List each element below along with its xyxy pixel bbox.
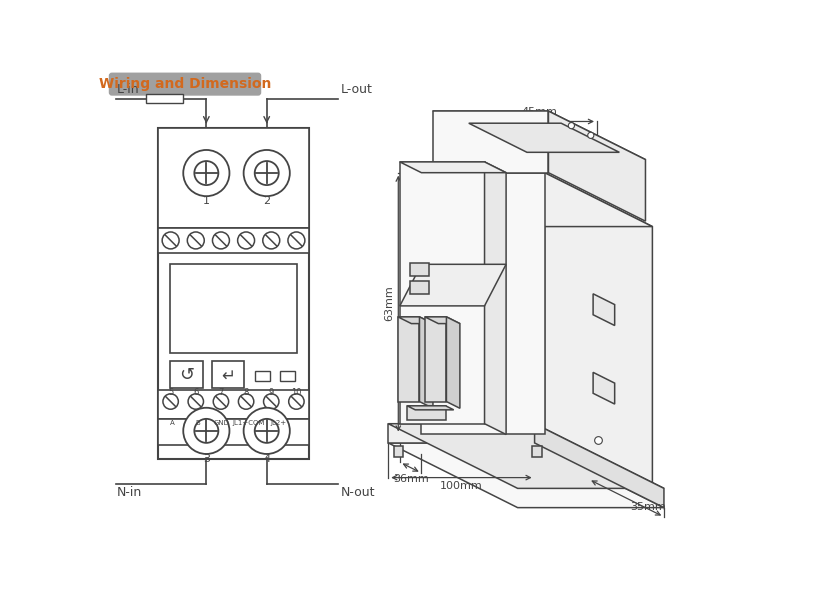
Polygon shape	[484, 162, 505, 435]
Text: A: A	[170, 420, 175, 426]
Bar	[279, 371, 295, 381]
Text: 100mm: 100mm	[440, 481, 482, 491]
Text: 7: 7	[218, 388, 224, 397]
Circle shape	[254, 419, 278, 443]
Text: 10: 10	[291, 388, 301, 397]
Circle shape	[587, 132, 593, 139]
Circle shape	[238, 394, 253, 409]
Text: ↵: ↵	[221, 366, 235, 384]
Circle shape	[163, 394, 178, 409]
Text: JL1+COM: JL1+COM	[232, 420, 264, 426]
Polygon shape	[424, 317, 446, 401]
Polygon shape	[388, 424, 663, 488]
Bar	[212, 361, 244, 388]
Circle shape	[213, 394, 229, 409]
Polygon shape	[424, 317, 460, 324]
Text: 3: 3	[203, 453, 209, 464]
Polygon shape	[388, 424, 534, 443]
Polygon shape	[388, 443, 663, 507]
Polygon shape	[421, 173, 544, 435]
Bar	[158, 128, 309, 459]
Text: ↺: ↺	[179, 366, 194, 384]
Circle shape	[212, 232, 229, 249]
Text: 36mm: 36mm	[392, 474, 428, 484]
Text: L-in: L-in	[117, 83, 139, 96]
Bar	[255, 371, 270, 381]
Circle shape	[288, 394, 304, 409]
Text: 45mm: 45mm	[521, 107, 556, 117]
Polygon shape	[397, 317, 419, 401]
Circle shape	[188, 394, 203, 409]
Bar	[158, 228, 309, 253]
Text: 1: 1	[203, 196, 209, 206]
Text: GND: GND	[214, 420, 229, 426]
Bar	[146, 94, 182, 104]
Circle shape	[183, 408, 229, 454]
Circle shape	[183, 150, 229, 196]
Polygon shape	[592, 372, 614, 404]
Polygon shape	[399, 264, 505, 306]
Circle shape	[187, 232, 204, 249]
Polygon shape	[544, 173, 652, 488]
Bar	[158, 128, 309, 228]
Polygon shape	[393, 446, 402, 457]
Text: 8: 8	[243, 388, 248, 397]
Circle shape	[162, 232, 179, 249]
Circle shape	[243, 408, 290, 454]
Polygon shape	[407, 406, 445, 420]
Polygon shape	[421, 173, 652, 227]
Bar	[171, 361, 203, 388]
Text: 2: 2	[262, 196, 270, 206]
Polygon shape	[432, 111, 548, 173]
Text: 63mm: 63mm	[384, 286, 394, 321]
Text: 9: 9	[268, 388, 273, 397]
Polygon shape	[410, 263, 429, 276]
Polygon shape	[399, 162, 505, 173]
Circle shape	[194, 161, 218, 185]
Polygon shape	[532, 446, 541, 457]
Bar	[158, 390, 309, 419]
Text: Wiring and Dimension: Wiring and Dimension	[99, 77, 271, 91]
Circle shape	[287, 232, 305, 249]
Circle shape	[194, 419, 218, 443]
Bar	[171, 264, 296, 353]
Polygon shape	[410, 281, 429, 294]
Circle shape	[243, 150, 290, 196]
Polygon shape	[399, 162, 484, 424]
Polygon shape	[407, 406, 453, 410]
Text: N-in: N-in	[117, 486, 142, 499]
FancyBboxPatch shape	[108, 73, 261, 96]
Polygon shape	[548, 111, 645, 221]
Circle shape	[263, 394, 278, 409]
Text: 6: 6	[193, 388, 198, 397]
Text: B: B	[195, 420, 200, 426]
Text: 35mm: 35mm	[629, 502, 665, 512]
Bar	[158, 419, 309, 445]
Polygon shape	[592, 294, 614, 326]
Text: 4: 4	[262, 453, 270, 464]
Polygon shape	[419, 317, 432, 408]
Circle shape	[594, 437, 602, 445]
Polygon shape	[468, 123, 619, 152]
Circle shape	[238, 232, 254, 249]
Text: 100A: 100A	[152, 95, 176, 105]
Polygon shape	[534, 424, 663, 507]
Polygon shape	[397, 317, 432, 324]
Polygon shape	[446, 317, 460, 408]
Polygon shape	[432, 111, 645, 160]
Circle shape	[262, 232, 279, 249]
Text: 5: 5	[168, 388, 173, 397]
Text: JL2+: JL2+	[271, 420, 286, 426]
Circle shape	[254, 161, 278, 185]
Text: L-out: L-out	[340, 83, 372, 96]
Text: N-out: N-out	[340, 486, 374, 499]
Circle shape	[568, 123, 574, 128]
